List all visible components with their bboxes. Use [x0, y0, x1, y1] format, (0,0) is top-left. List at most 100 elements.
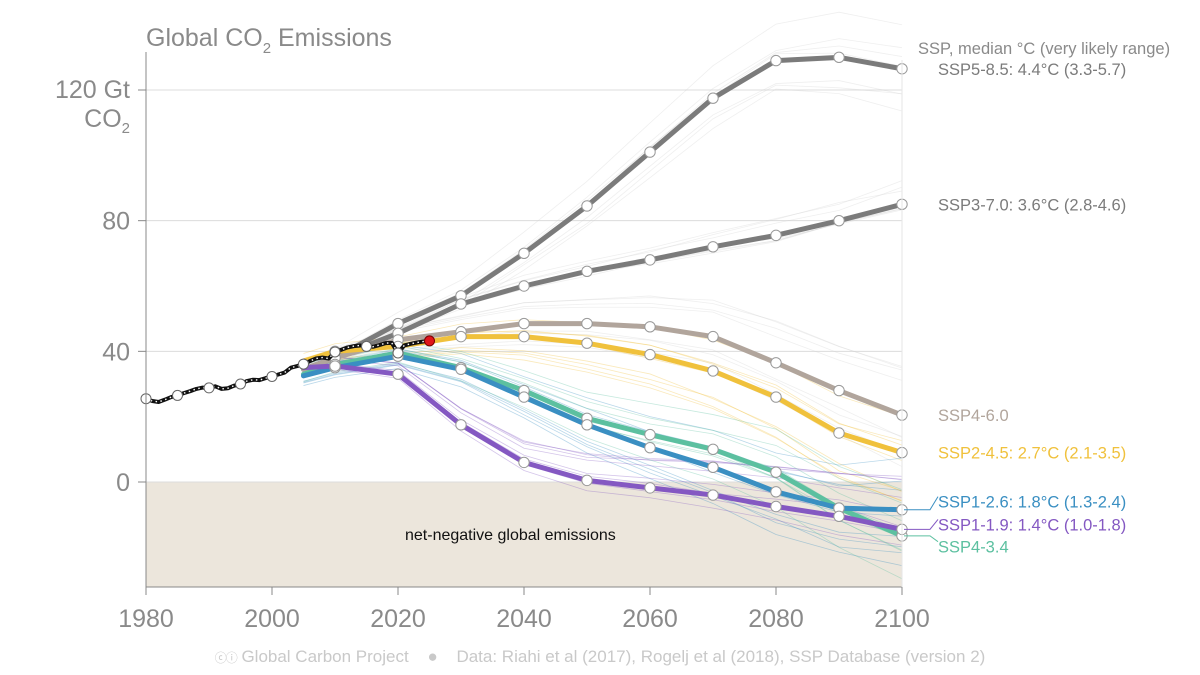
series-marker	[770, 229, 782, 242]
series-marker	[518, 247, 530, 260]
series-marker	[707, 461, 719, 473]
series-marker	[770, 486, 782, 498]
label-leader-line	[904, 535, 939, 543]
ensemble-line	[303, 368, 903, 546]
series-label: SSP1-2.6: 1.8°C (1.3-2.4)	[938, 494, 1126, 512]
series-marker	[518, 330, 530, 343]
historical-marker	[235, 378, 246, 390]
series-labels: SSP5-8.5: 4.4°C (3.3-5.7) SSP3-7.0: 3.6°C…	[904, 61, 1126, 557]
series-marker	[644, 146, 656, 158]
series-marker	[707, 443, 719, 456]
net-negative-area	[146, 482, 902, 587]
ensemble-line	[303, 38, 903, 367]
series-marker	[581, 337, 593, 349]
footer-org: Global Carbon Project	[241, 647, 409, 666]
series-marker	[770, 54, 782, 67]
series-marker	[518, 280, 530, 292]
footer-source: Data: Riahi et al (2017), Rogelj et al (…	[456, 647, 986, 666]
grid-lines	[146, 89, 902, 483]
ensemble-line	[303, 363, 903, 548]
series-marker	[707, 241, 719, 253]
series-marker	[833, 510, 845, 522]
x-tick-label: 2080	[748, 605, 804, 633]
series-marker	[329, 360, 341, 372]
series-label: SSP4-6.0	[938, 407, 1009, 425]
latest-value-marker	[424, 335, 435, 347]
series-label: SSP2-4.5: 2.7°C (2.1-3.5)	[938, 445, 1126, 463]
series-marker	[455, 419, 467, 431]
series-marker	[644, 348, 656, 361]
series-marker	[581, 200, 593, 212]
ensemble-line	[303, 362, 903, 537]
chart-title: Global CO2 Emissions	[146, 24, 392, 57]
series-marker	[581, 317, 593, 330]
historical-marker	[172, 389, 183, 401]
historical-marker	[266, 370, 278, 382]
y-tick-label: 80	[102, 208, 130, 236]
historical-marker	[203, 382, 215, 394]
ensemble-line	[303, 306, 903, 381]
ensemble-line	[303, 361, 903, 580]
x-tick-label: 2100	[874, 605, 930, 633]
historical-marker	[298, 358, 309, 370]
historical-marker	[392, 347, 404, 359]
series-marker	[644, 482, 656, 494]
series-marker	[518, 317, 530, 330]
ensemble-line	[303, 45, 903, 368]
series-label: SSP3-7.0: 3.6°C (2.8-4.6)	[938, 196, 1126, 214]
series-marker	[455, 298, 467, 310]
x-tick-label: 2040	[496, 605, 552, 633]
series-marker	[833, 427, 845, 439]
series-marker	[644, 321, 656, 333]
historical-series	[140, 335, 435, 405]
x-tick-label: 2000	[244, 605, 300, 633]
series-marker	[518, 391, 530, 403]
label-leader-line	[904, 519, 939, 530]
historical-marker	[361, 340, 372, 352]
x-tick-label: 1980	[118, 605, 174, 633]
historical-dots	[145, 340, 430, 403]
cc-by-icon: ⓒⓘ	[214, 651, 238, 665]
net-negative-region	[146, 482, 902, 587]
x-tick-label: 2020	[370, 605, 426, 633]
series-marker	[770, 391, 782, 403]
y-tick-label: 0	[116, 469, 130, 497]
series-label: SSP5-8.5: 4.4°C (3.3-5.7)	[938, 61, 1126, 79]
ensemble-line	[303, 348, 903, 522]
series-marker	[581, 265, 593, 277]
series-marker	[518, 456, 530, 469]
series-marker	[707, 365, 719, 377]
series-marker	[581, 419, 593, 431]
ensemble-line	[303, 11, 903, 361]
ensemble-line	[303, 364, 903, 554]
footer: ⓒⓘ Global Carbon Project ● Data: Riahi e…	[0, 647, 1200, 667]
x-tick-label: 2060	[622, 605, 678, 633]
series-marker	[707, 489, 719, 501]
scenario-series	[301, 51, 908, 542]
axes: 1980 2000 2020 2040 2060 2080 2100 0 40 80	[102, 52, 930, 633]
ensemble-line	[303, 348, 903, 487]
series-marker	[707, 330, 719, 343]
series-marker	[833, 384, 845, 397]
y-unit-line1: 120 Gt	[55, 76, 130, 104]
label-leader-line	[904, 496, 939, 511]
series-marker	[770, 466, 782, 478]
net-negative-label: net-negative global emissions	[405, 527, 616, 544]
series-marker	[833, 214, 845, 227]
ensemble-line	[303, 332, 903, 437]
series-marker	[707, 92, 719, 104]
series-marker	[392, 317, 404, 330]
y-unit-line2: CO2	[84, 105, 130, 137]
series-marker	[770, 357, 782, 369]
footer-separator: ●	[427, 647, 438, 666]
series-marker	[833, 51, 845, 64]
historical-marker	[329, 346, 341, 358]
series-marker	[455, 330, 467, 343]
series-label: SSP4-3.4	[938, 539, 1009, 557]
series-label: SSP1-1.9: 1.4°C (1.0-1.8)	[938, 516, 1126, 534]
legend-header: SSP, median °C (very likely range)	[918, 40, 1170, 58]
series-marker	[581, 474, 593, 487]
series-marker	[644, 442, 656, 454]
series-marker	[770, 500, 782, 513]
